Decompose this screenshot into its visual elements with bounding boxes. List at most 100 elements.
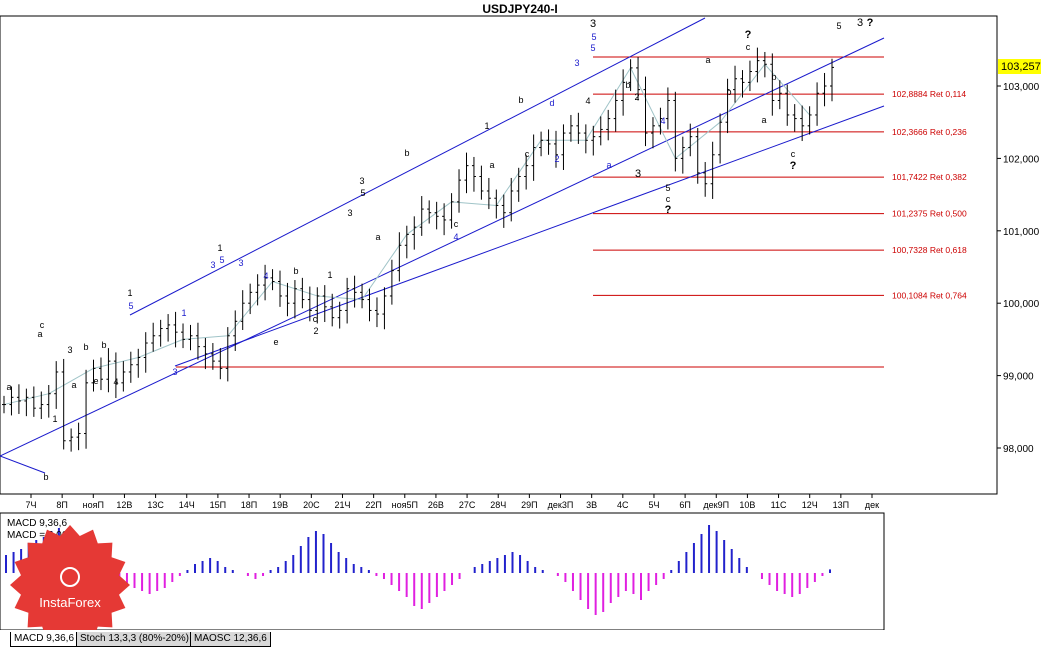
wave-label: c — [791, 149, 796, 159]
chart: USDJPY240-I 102,8884 Ret 0,114 102,3666 R… — [0, 2, 1041, 630]
wave-label: ? — [665, 204, 672, 216]
wave-label: a — [71, 380, 76, 390]
wave-label: b — [101, 340, 106, 350]
wave-label: c — [313, 314, 318, 324]
wave-label: b — [404, 148, 409, 158]
instaforex-logo: InstaForex — [10, 525, 130, 630]
x-tick-label: 7Ч — [25, 500, 36, 510]
wave-label: 1 — [127, 288, 132, 298]
x-tick-label: 5Ч — [648, 500, 659, 510]
wave-label: a — [375, 232, 380, 242]
wave-label: a — [6, 382, 11, 392]
wave-label: 1 — [181, 308, 186, 318]
y-tick-label: 98,000 — [1003, 444, 1034, 455]
macd-label: MACD 9,36,6 — [7, 518, 67, 529]
wave-label: e — [93, 376, 98, 386]
wave-label: 3 — [238, 258, 243, 268]
wave-label: b — [726, 87, 731, 97]
wave-label: a — [489, 160, 494, 170]
fib-levels: 102,8884 Ret 0,114 102,3666 Ret 0,236 101,… — [176, 56, 967, 368]
x-tick-label: 8П — [56, 500, 67, 510]
wave-label: a — [705, 55, 710, 65]
trend-channel — [0, 17, 885, 474]
wave-label: 3 — [67, 345, 72, 355]
wave-label: 4 — [113, 377, 118, 387]
wave-label: 5 — [836, 21, 841, 31]
wave-label: 2 — [554, 154, 559, 164]
x-tick-label: 20С — [303, 500, 320, 510]
wave-label: b — [83, 342, 88, 352]
wave-label: 1 — [52, 414, 57, 424]
wave-label: 4 — [660, 116, 665, 126]
x-tick-label: 28Ч — [490, 500, 506, 510]
wave-label: 5 — [128, 301, 133, 311]
y-tick-label: 102,000 — [1003, 154, 1040, 165]
wave-label: 4 — [585, 96, 590, 106]
y-tick-label: 101,000 — [1003, 227, 1040, 238]
wave-label: d — [549, 98, 554, 108]
wave-label: b — [518, 95, 523, 105]
wave-label: 2 — [634, 92, 639, 102]
wave-label: ? — [790, 160, 797, 172]
x-tick-label: 19В — [272, 500, 288, 510]
wave-label: 3 — [574, 58, 579, 68]
current-price-label: 103,257 — [1001, 61, 1041, 73]
x-tick-label: 3В — [586, 500, 597, 510]
logo-badge — [10, 525, 130, 630]
wave-label: 3 — [590, 18, 596, 30]
wave-label: e — [273, 337, 278, 347]
wave-label: 5 — [360, 188, 365, 198]
wave-label: 4 — [453, 232, 458, 242]
wave-label: b — [293, 266, 298, 276]
channel-lower — [174, 105, 885, 367]
wave-label: a — [761, 115, 766, 125]
fib-label: 101,7422 Ret 0,382 — [892, 172, 967, 182]
wave-label: 3 — [172, 367, 177, 377]
fib-label: 102,3666 Ret 0,236 — [892, 127, 967, 137]
x-tick-label: нояП — [83, 500, 104, 510]
x-tick-label: 26В — [428, 500, 444, 510]
wave-label: ? — [867, 17, 874, 29]
wave-label: b — [43, 472, 48, 482]
wave-label: 3 — [210, 260, 215, 270]
x-tick-label: 21Ч — [334, 500, 350, 510]
macd-value-label: MACD = 0,06 — [7, 530, 68, 541]
wave-label: b — [625, 80, 630, 90]
current-price-box — [998, 59, 1041, 74]
indicator-tabs: MACD 9,36,6 Stoch 13,3,3 (80%-20%) MAOSC… — [0, 630, 1041, 661]
logo-text: InstaForex — [39, 595, 101, 610]
x-tick-label: 13С — [147, 500, 164, 510]
y-tick-label: 103,000 — [1003, 82, 1040, 93]
x-tick-label: 6П — [679, 500, 690, 510]
wave-label: 2 — [313, 326, 318, 336]
tab-macd[interactable]: MACD 9,36,6 — [10, 632, 79, 647]
main-panel-frame — [0, 15, 998, 495]
wave-label: 5 — [591, 32, 596, 42]
x-tick-label: дек — [865, 500, 879, 510]
wave-label: 1 — [327, 270, 332, 280]
tab-maosc[interactable]: MAOSC 12,36,6 — [190, 632, 271, 647]
x-tick-label: 11С — [771, 500, 787, 510]
channel-upper — [129, 17, 706, 316]
tab-stoch[interactable]: Stoch 13,3,3 (80%-20%) — [76, 632, 193, 647]
wave-label: 3 — [857, 17, 863, 29]
time-axis: 7Ч 8П нояП 12В 13С 14Ч 15П 18П 19В 20С 21Ч 22П ноя5П… — [25, 494, 879, 510]
x-tick-label: дек3П — [548, 500, 574, 510]
wave-label: c — [666, 194, 671, 204]
fib-label: 100,1084 Ret 0,764 — [892, 290, 967, 300]
x-tick-label: 12Ч — [802, 500, 818, 510]
x-tick-label: ноя5П — [392, 500, 418, 510]
x-tick-label: 15П — [210, 500, 226, 510]
x-tick-label: 22П — [365, 500, 381, 510]
wave-label: a — [37, 329, 42, 339]
x-tick-label: 14Ч — [179, 500, 195, 510]
wave-label: 5 — [665, 183, 670, 193]
wave-label: 3 — [359, 176, 364, 186]
macd-panel-frame — [0, 512, 885, 630]
y-tick-label: 100,000 — [1003, 299, 1040, 310]
wave-label: 1 — [217, 243, 222, 253]
wave-label: b — [771, 72, 776, 82]
wave-label: 4 — [263, 271, 268, 281]
fib-label: 101,2375 Ret 0,500 — [892, 209, 967, 219]
